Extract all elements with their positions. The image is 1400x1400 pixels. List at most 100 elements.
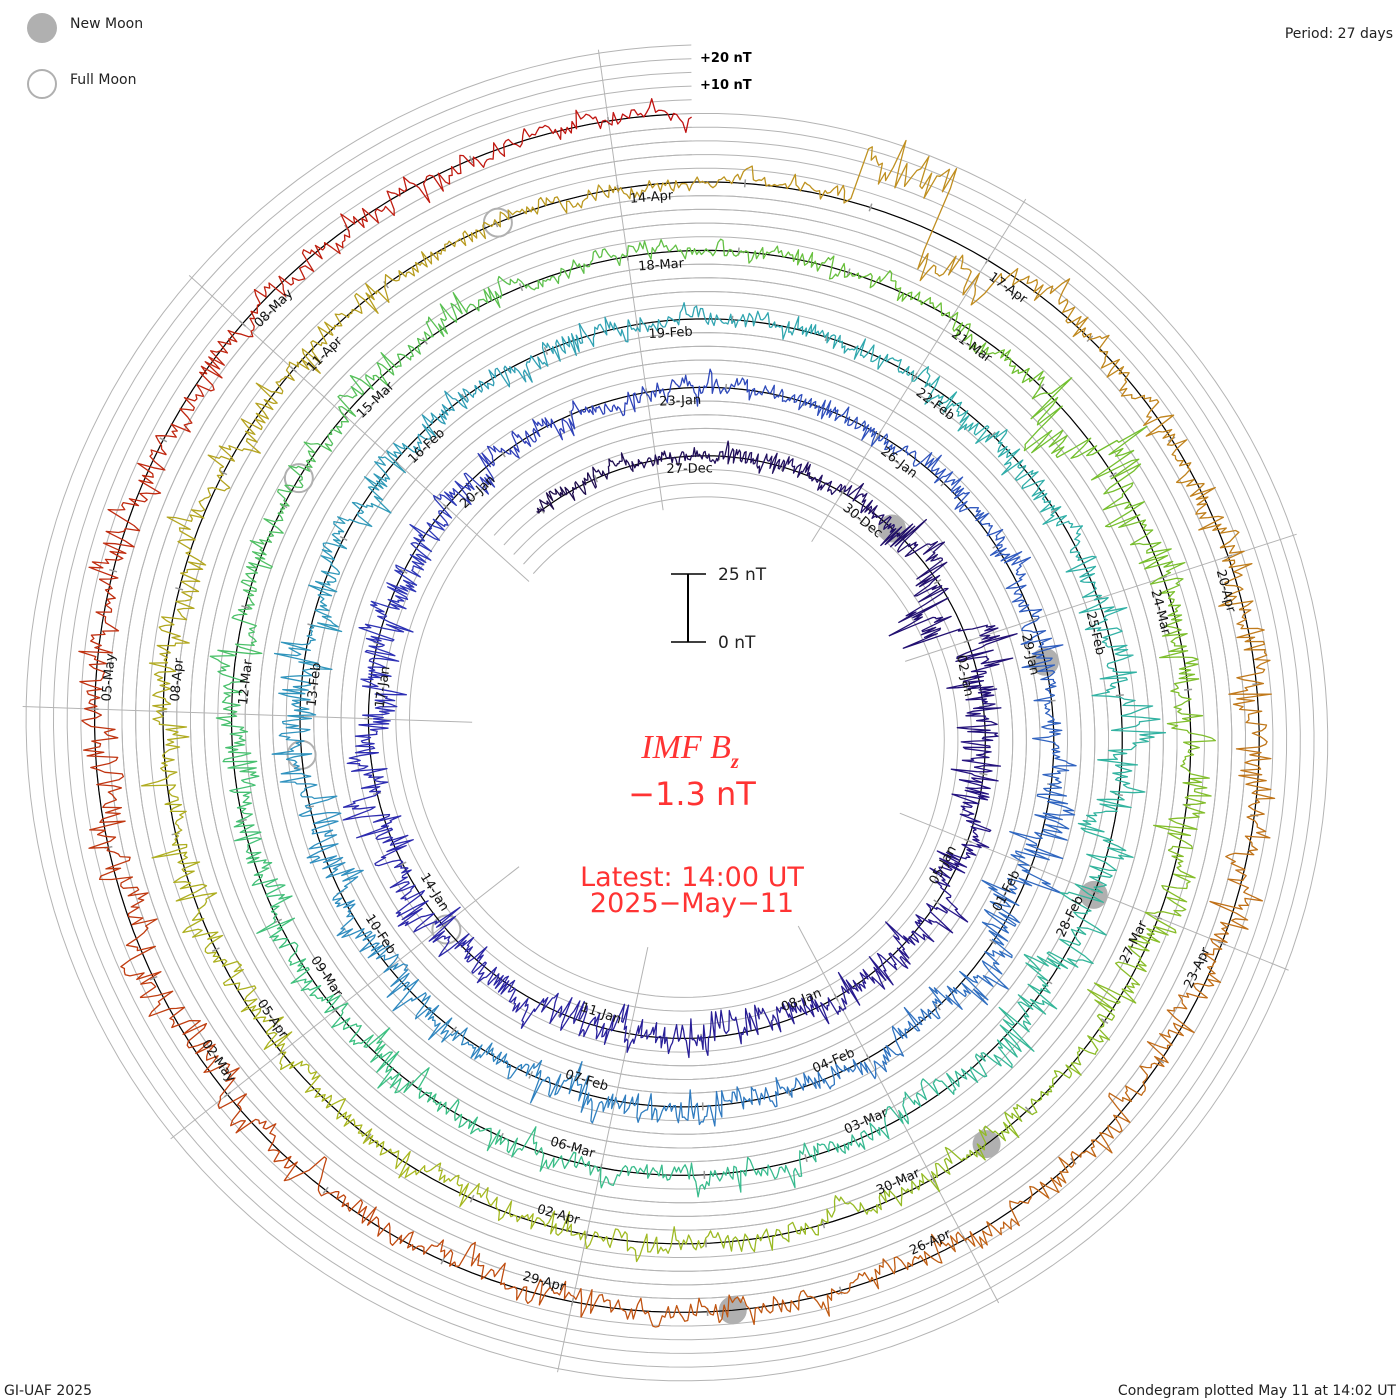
bz-trace-segment	[156, 600, 195, 661]
bz-trace-segment	[1192, 933, 1229, 999]
bz-trace-segment	[928, 970, 989, 1010]
scale-bar-top-label: 25 nT	[718, 565, 767, 585]
bz-trace-segment	[578, 316, 629, 348]
bz-trace-segment	[975, 426, 1024, 476]
day-tick	[1224, 554, 1233, 559]
bz-trace-segment	[906, 366, 947, 406]
bz-trace-segment	[797, 146, 877, 204]
bz-trace-segment	[1080, 1092, 1131, 1158]
footer-credit: GI-UAF 2025	[4, 1383, 92, 1399]
bz-trace-segment	[883, 1163, 941, 1207]
bz-trace-segment	[430, 221, 487, 261]
bz-trace-segment	[627, 316, 677, 333]
bz-trace-segment	[1122, 1041, 1169, 1103]
day-tick	[241, 605, 250, 609]
bz-trace-segment	[148, 659, 177, 723]
bz-trace-segment	[324, 282, 379, 336]
full-moon-marker	[283, 463, 314, 494]
bz-trace-segment	[880, 1025, 910, 1073]
bz-trace-segment	[331, 1017, 391, 1063]
bz-trace-segment	[358, 685, 408, 726]
day-tick	[238, 818, 247, 822]
day-tick	[469, 155, 474, 164]
bz-trace-segment	[764, 1142, 817, 1189]
bz-trace-segment	[1090, 449, 1145, 528]
bz-trace-segment	[578, 1075, 623, 1124]
bz-trace-segment	[509, 267, 565, 291]
bz-trace-segment	[670, 176, 736, 192]
bz-trace-segment	[723, 310, 772, 329]
bz-trace-segment	[1080, 827, 1134, 887]
bz-trace-segment	[936, 835, 990, 868]
day-tick	[1184, 688, 1193, 691]
bz-trace-segment	[909, 541, 948, 588]
bz-trace-segment	[962, 267, 1039, 306]
bz-trace-segment	[950, 766, 999, 801]
bz-trace-segment	[309, 855, 364, 904]
bz-trace-segment	[532, 417, 568, 443]
day-tick	[989, 938, 997, 945]
bz-trace-segment	[744, 451, 781, 474]
bz-trace-segment	[541, 323, 584, 367]
bz-trace-segment	[458, 1116, 510, 1152]
bz-trace-segment	[98, 855, 149, 926]
bz-trace-segment	[1228, 671, 1272, 740]
bz-trace-segment	[78, 650, 113, 722]
day-tick	[223, 1091, 231, 1098]
bz-trace-segment	[394, 163, 462, 204]
bz-trace-segment	[1153, 795, 1207, 851]
bz-trace-segment	[929, 857, 966, 910]
bz-trace-segment	[935, 1129, 987, 1175]
bz-trace-segment	[386, 964, 431, 1016]
date-label: 08-May	[252, 286, 297, 331]
day-tick	[743, 179, 747, 188]
bz-trace-segment	[409, 509, 449, 553]
bz-trace-segment	[1161, 849, 1196, 917]
day-tick	[469, 1194, 475, 1203]
bz-trace-segment	[325, 1098, 379, 1145]
date-label: 18-Mar	[638, 256, 685, 274]
bz-trace-segment	[249, 512, 284, 569]
bz-trace-segment	[273, 1155, 340, 1197]
bz-trace-segment	[860, 499, 895, 530]
bz-trace-segment	[1023, 370, 1073, 454]
bz-trace-segment	[1029, 1151, 1082, 1199]
bz-trace-segment	[784, 249, 839, 280]
bz-trace-segment	[649, 1297, 720, 1328]
bz-trace-segment	[495, 1051, 543, 1080]
day-tick	[159, 437, 168, 443]
bz-trace-segment	[560, 1000, 601, 1040]
bz-trace-segment	[837, 968, 876, 1006]
bz-trace-segment	[1031, 1062, 1082, 1103]
bz-trace-segment	[467, 946, 504, 989]
bz-trace-segment	[607, 179, 672, 200]
radial-spoke	[188, 275, 530, 582]
bz-trace-segment	[483, 196, 547, 228]
bz-trace-segment	[912, 1230, 984, 1266]
day-tick	[339, 535, 348, 542]
day-tick	[408, 1079, 415, 1087]
bz-trace-segment	[566, 400, 605, 437]
bz-trace-segment	[432, 480, 475, 519]
bz-trace-segment	[1078, 591, 1128, 640]
radial-spoke	[811, 198, 1027, 542]
bz-trace-segment	[494, 355, 544, 388]
bz-trace-segment	[277, 465, 311, 514]
bz-trace-segment	[279, 1060, 333, 1109]
bz-trace-segment	[363, 456, 392, 514]
bz-trace-segment	[718, 1294, 788, 1326]
bz-trace-segment	[141, 784, 187, 846]
bz-trace-segment	[649, 450, 683, 467]
bz-trace-segment	[742, 1004, 777, 1036]
day-tick	[593, 474, 598, 483]
bz-trace-segment	[340, 190, 396, 243]
bz-trace-segment	[914, 903, 969, 934]
bz-trace-segment	[808, 472, 842, 496]
bz-trace-segment	[1040, 503, 1084, 546]
bz-trace-segment	[946, 1052, 1002, 1092]
bz-trace-segment	[670, 1018, 709, 1059]
bz-trace-segment	[618, 452, 651, 473]
bz-trace-segment	[416, 302, 463, 348]
bz-trace-segment	[834, 1059, 882, 1080]
